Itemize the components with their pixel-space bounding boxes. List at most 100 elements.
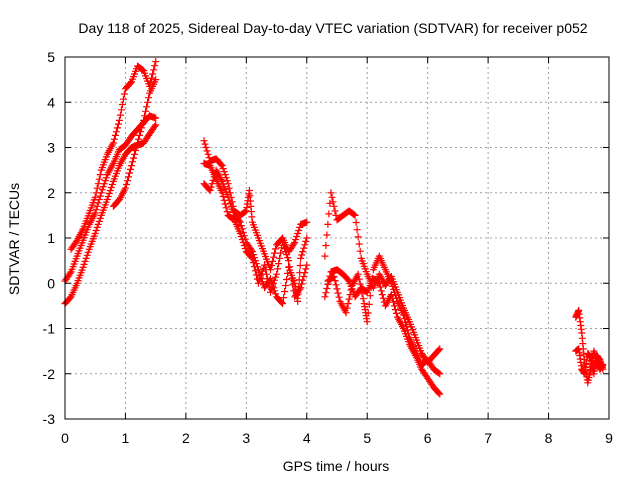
series-track [109,76,160,210]
data-point [295,227,303,234]
data-point [436,345,444,353]
data-point [111,131,119,139]
data-point [138,124,146,132]
data-point [66,269,74,277]
data-point [301,241,309,249]
data-point [132,147,139,154]
data-point [264,275,271,283]
data-point [241,245,249,253]
data-point [281,288,289,295]
data-point [200,137,208,145]
x-tick-label: 2 [182,430,190,446]
data-point [250,263,258,271]
data-point [357,285,365,293]
data-point [93,223,101,231]
data-point [82,254,90,262]
chart-title: Day 118 of 2025, Sidereal Day-to-day VTE… [78,20,587,36]
data-point [137,128,145,136]
data-point [96,171,104,179]
data-point [125,173,132,181]
data-point [204,150,212,158]
data-point [405,330,412,338]
data-point [279,300,287,308]
series-track [321,189,444,366]
data-point [96,214,104,222]
data-point [355,240,363,248]
data-point [326,199,334,207]
data-point [391,306,399,314]
data-point [152,76,160,84]
data-point [367,283,375,291]
data-point [119,95,127,103]
data-point [344,300,352,308]
data-point [302,265,310,273]
data-point [392,309,400,317]
y-tick-label: -2 [43,366,56,382]
data-point [208,180,216,188]
data-point [321,293,329,301]
data-point [287,269,295,277]
y-tick-label: 4 [47,94,55,110]
y-tick-labels: -3 -2 -1 0 1 2 3 4 5 [43,49,56,427]
grid [65,57,609,419]
data-point [366,292,374,300]
data-point [435,389,443,397]
y-tick-label: 3 [47,140,55,156]
y-tick-label: 5 [47,49,55,65]
data-point [120,90,128,98]
data-point [263,270,270,278]
data-point [124,177,131,185]
data-point [222,204,230,212]
data-point [328,193,336,201]
data-point [81,257,89,265]
data-point [145,94,153,102]
data-point [129,158,136,166]
data-point [219,165,227,173]
data-point [303,234,311,242]
data-point [121,184,129,192]
data-point [261,261,268,269]
data-point [277,249,285,257]
data-point [268,262,275,269]
x-axis-label: GPS time / hours [283,458,390,474]
data-point [354,270,362,278]
data-point [350,211,358,219]
data-point [218,162,226,170]
data-point [93,202,101,210]
data-point [327,189,335,197]
data-point [291,239,299,246]
data-point [388,282,396,290]
data-point [91,230,99,237]
data-point [280,294,288,302]
series-track [67,58,160,253]
data-point [276,254,284,262]
data-point [206,187,214,194]
data-point [401,315,408,323]
data-point [389,298,397,306]
data-point [134,139,141,147]
data-point [272,273,279,281]
data-point [99,183,107,191]
data-point [300,273,308,280]
data-point [347,286,355,294]
data-point [273,270,281,278]
data-point [152,121,160,129]
series-track [200,159,311,301]
data-point [356,247,364,255]
data-point [133,143,140,151]
data-point [282,248,290,256]
data-point [223,208,231,216]
data-point [270,253,277,261]
data-point [375,279,383,287]
data-point [100,180,108,188]
data-point [150,66,158,74]
data-point [303,218,311,226]
x-tick-label: 8 [545,430,553,446]
data-point [218,189,226,197]
data-point [103,196,111,203]
data-point [222,174,230,182]
data-point [152,114,160,122]
x-tick-label: 6 [424,430,432,446]
data-point [254,279,262,287]
data-point [368,274,376,282]
